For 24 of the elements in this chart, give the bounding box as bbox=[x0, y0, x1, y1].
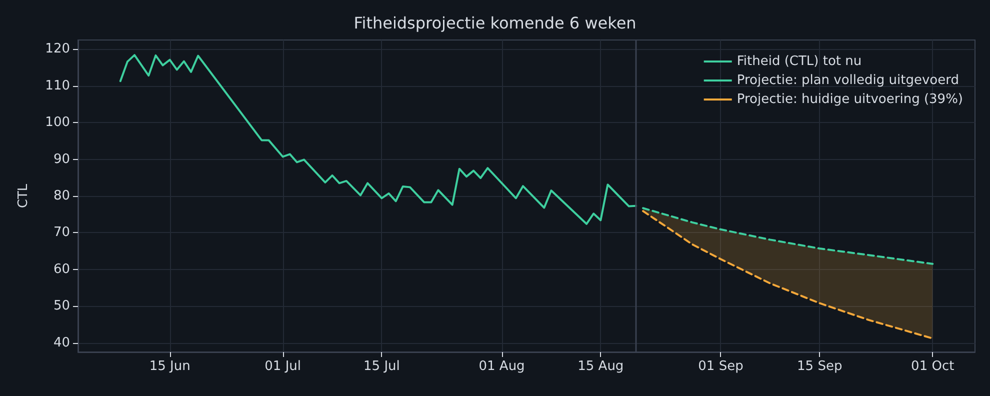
x-tick-label: 15 Sep bbox=[797, 359, 842, 374]
chart-title: Fitheidsprojectie komende 6 weken bbox=[354, 14, 636, 32]
y-axis-title: CTL bbox=[16, 183, 31, 208]
x-tick-label: 15 Aug bbox=[578, 359, 624, 374]
y-tick-label: 120 bbox=[45, 42, 70, 57]
x-tick-label: 01 Sep bbox=[698, 359, 744, 374]
y-tick-label: 110 bbox=[45, 78, 70, 94]
line-series bbox=[642, 207, 934, 265]
y-tick-label: 40 bbox=[53, 335, 70, 350]
x-tick-label: 01 Oct bbox=[911, 359, 954, 374]
x-tick-label: 15 Jul bbox=[364, 359, 400, 374]
y-tick-label: 90 bbox=[53, 152, 70, 167]
line-series bbox=[119, 54, 637, 225]
x-tick-label: 01 Aug bbox=[478, 359, 525, 374]
y-tick-label: 80 bbox=[53, 188, 70, 204]
legend-label: Projectie: plan volledig uitgevoerd bbox=[736, 73, 959, 88]
y-tick-label: 50 bbox=[53, 298, 70, 314]
y-tick-label: 60 bbox=[53, 262, 70, 277]
x-tick-label: 01 Jul bbox=[264, 359, 302, 374]
y-tick-label: 70 bbox=[53, 225, 70, 240]
legend-label: Fitheid (CTL) tot nu bbox=[736, 54, 862, 69]
y-tick-label: 100 bbox=[45, 115, 70, 130]
x-tick-label: 15 Jun bbox=[149, 359, 190, 374]
legend-label: Projectie: huidige uitvoering (39%) bbox=[736, 92, 964, 107]
